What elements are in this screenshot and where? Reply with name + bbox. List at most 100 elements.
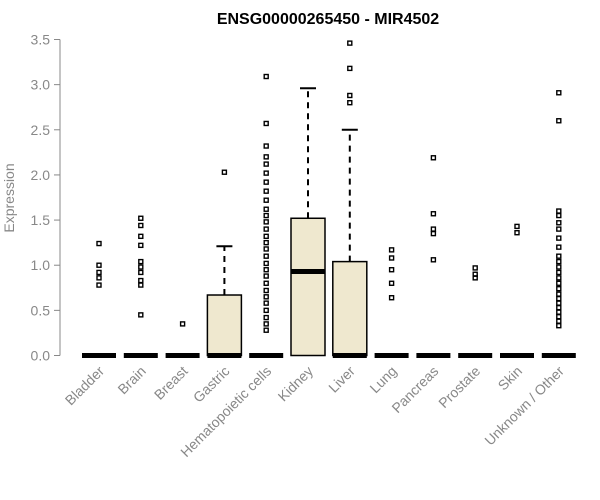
- outlier-point: [556, 313, 562, 320]
- box-group: [332, 40, 368, 358]
- outlier-point: [138, 312, 144, 318]
- box-group: [374, 247, 409, 358]
- y-tick-label: 2.0: [31, 167, 51, 183]
- chart-title: ENSG00000265450 - MIR4502: [217, 11, 439, 28]
- outlier-point: [388, 247, 395, 253]
- y-tick-label: 3.0: [31, 77, 51, 93]
- x-tick-label: Lung: [366, 363, 399, 396]
- x-tick-label: Bladder: [62, 363, 108, 409]
- outlier-point: [556, 309, 562, 315]
- outlier-point: [263, 233, 269, 240]
- outlier-point: [388, 255, 395, 261]
- box-rect: [332, 260, 368, 357]
- outlier-point: [556, 253, 562, 259]
- outlier-point: [556, 226, 562, 232]
- outlier-point: [556, 291, 562, 297]
- outlier-point: [263, 260, 269, 267]
- outlier-point: [96, 269, 102, 276]
- outlier-point: [388, 295, 395, 301]
- outlier-point: [138, 269, 144, 276]
- outlier-point: [263, 307, 269, 314]
- x-tick-label: Brain: [114, 363, 148, 397]
- outlier-point: [556, 118, 562, 124]
- outlier-point: [263, 188, 269, 194]
- outlier-point: [263, 287, 269, 294]
- box-group: [82, 240, 116, 358]
- outlier-point: [263, 161, 269, 167]
- outlier-point: [263, 294, 269, 300]
- outlier-point: [263, 143, 269, 149]
- outlier-point: [263, 246, 269, 252]
- outlier-point: [96, 275, 102, 281]
- outlier-point: [556, 235, 562, 241]
- y-tick-label: 2.5: [31, 122, 51, 138]
- outlier-point: [138, 264, 144, 270]
- outlier-point: [347, 65, 353, 72]
- outlier-point: [514, 223, 520, 230]
- outlier-point: [556, 304, 562, 311]
- outlier-point: [514, 230, 520, 236]
- outlier-point: [347, 99, 353, 106]
- outlier-point: [138, 222, 144, 229]
- outlier-point: [138, 258, 144, 265]
- outlier-point: [96, 262, 102, 268]
- outlier-point: [556, 280, 562, 286]
- y-tick-label: 3.5: [31, 32, 51, 48]
- y-tick-label: 0.5: [31, 302, 51, 318]
- box-group: [541, 90, 576, 358]
- outlier-point: [138, 233, 144, 240]
- outlier-point: [556, 285, 562, 292]
- box-rect: [206, 294, 243, 357]
- outlier-point: [430, 226, 437, 232]
- outlier-point: [556, 220, 562, 226]
- outlier-point: [179, 321, 186, 327]
- box-rect: [290, 217, 326, 357]
- box-group: [206, 169, 243, 358]
- outlier-point: [556, 208, 562, 214]
- outlier-point: [138, 215, 144, 221]
- outlier-point: [556, 318, 562, 324]
- outlier-point: [263, 300, 269, 306]
- outlier-point: [138, 277, 144, 284]
- outlier-point: [556, 323, 562, 329]
- outlier-point: [556, 90, 562, 96]
- outlier-point: [263, 314, 269, 321]
- outlier-point: [263, 170, 269, 176]
- outlier-point: [388, 280, 395, 286]
- outlier-point: [263, 273, 269, 279]
- outlier-point: [263, 226, 269, 232]
- outlier-point: [347, 40, 353, 46]
- outlier-point: [347, 92, 353, 99]
- outlier-point: [430, 211, 437, 217]
- outlier-point: [556, 295, 562, 302]
- outlier-point: [472, 271, 478, 277]
- y-tick-label: 1.5: [31, 212, 51, 228]
- outlier-point: [556, 300, 562, 306]
- outlier-point: [263, 239, 269, 246]
- outlier-point: [472, 265, 478, 271]
- outlier-point: [96, 240, 102, 247]
- outlier-point: [556, 269, 562, 276]
- box-group: [123, 215, 158, 358]
- outlier-point: [556, 258, 562, 265]
- x-tick-label: Liver: [325, 363, 358, 396]
- outlier-point: [263, 267, 269, 273]
- box-group: [416, 155, 451, 358]
- box-group: [500, 223, 534, 358]
- outlier-point: [263, 327, 269, 333]
- outlier-point: [556, 212, 562, 219]
- outlier-point: [263, 73, 269, 80]
- outlier-point: [556, 244, 562, 250]
- y-axis: 0.0 0.5 1.0 1.5 2.0 2.5 3.0 3.5: [31, 32, 61, 364]
- box-group: [165, 321, 200, 358]
- outlier-point: [96, 282, 102, 288]
- outlier-point: [430, 230, 437, 237]
- outlier-point: [138, 282, 144, 288]
- y-tick-label: 0.0: [31, 348, 51, 364]
- box-group: [290, 87, 326, 357]
- outlier-point: [263, 219, 269, 225]
- outlier-point: [263, 212, 269, 219]
- outlier-point: [263, 280, 269, 286]
